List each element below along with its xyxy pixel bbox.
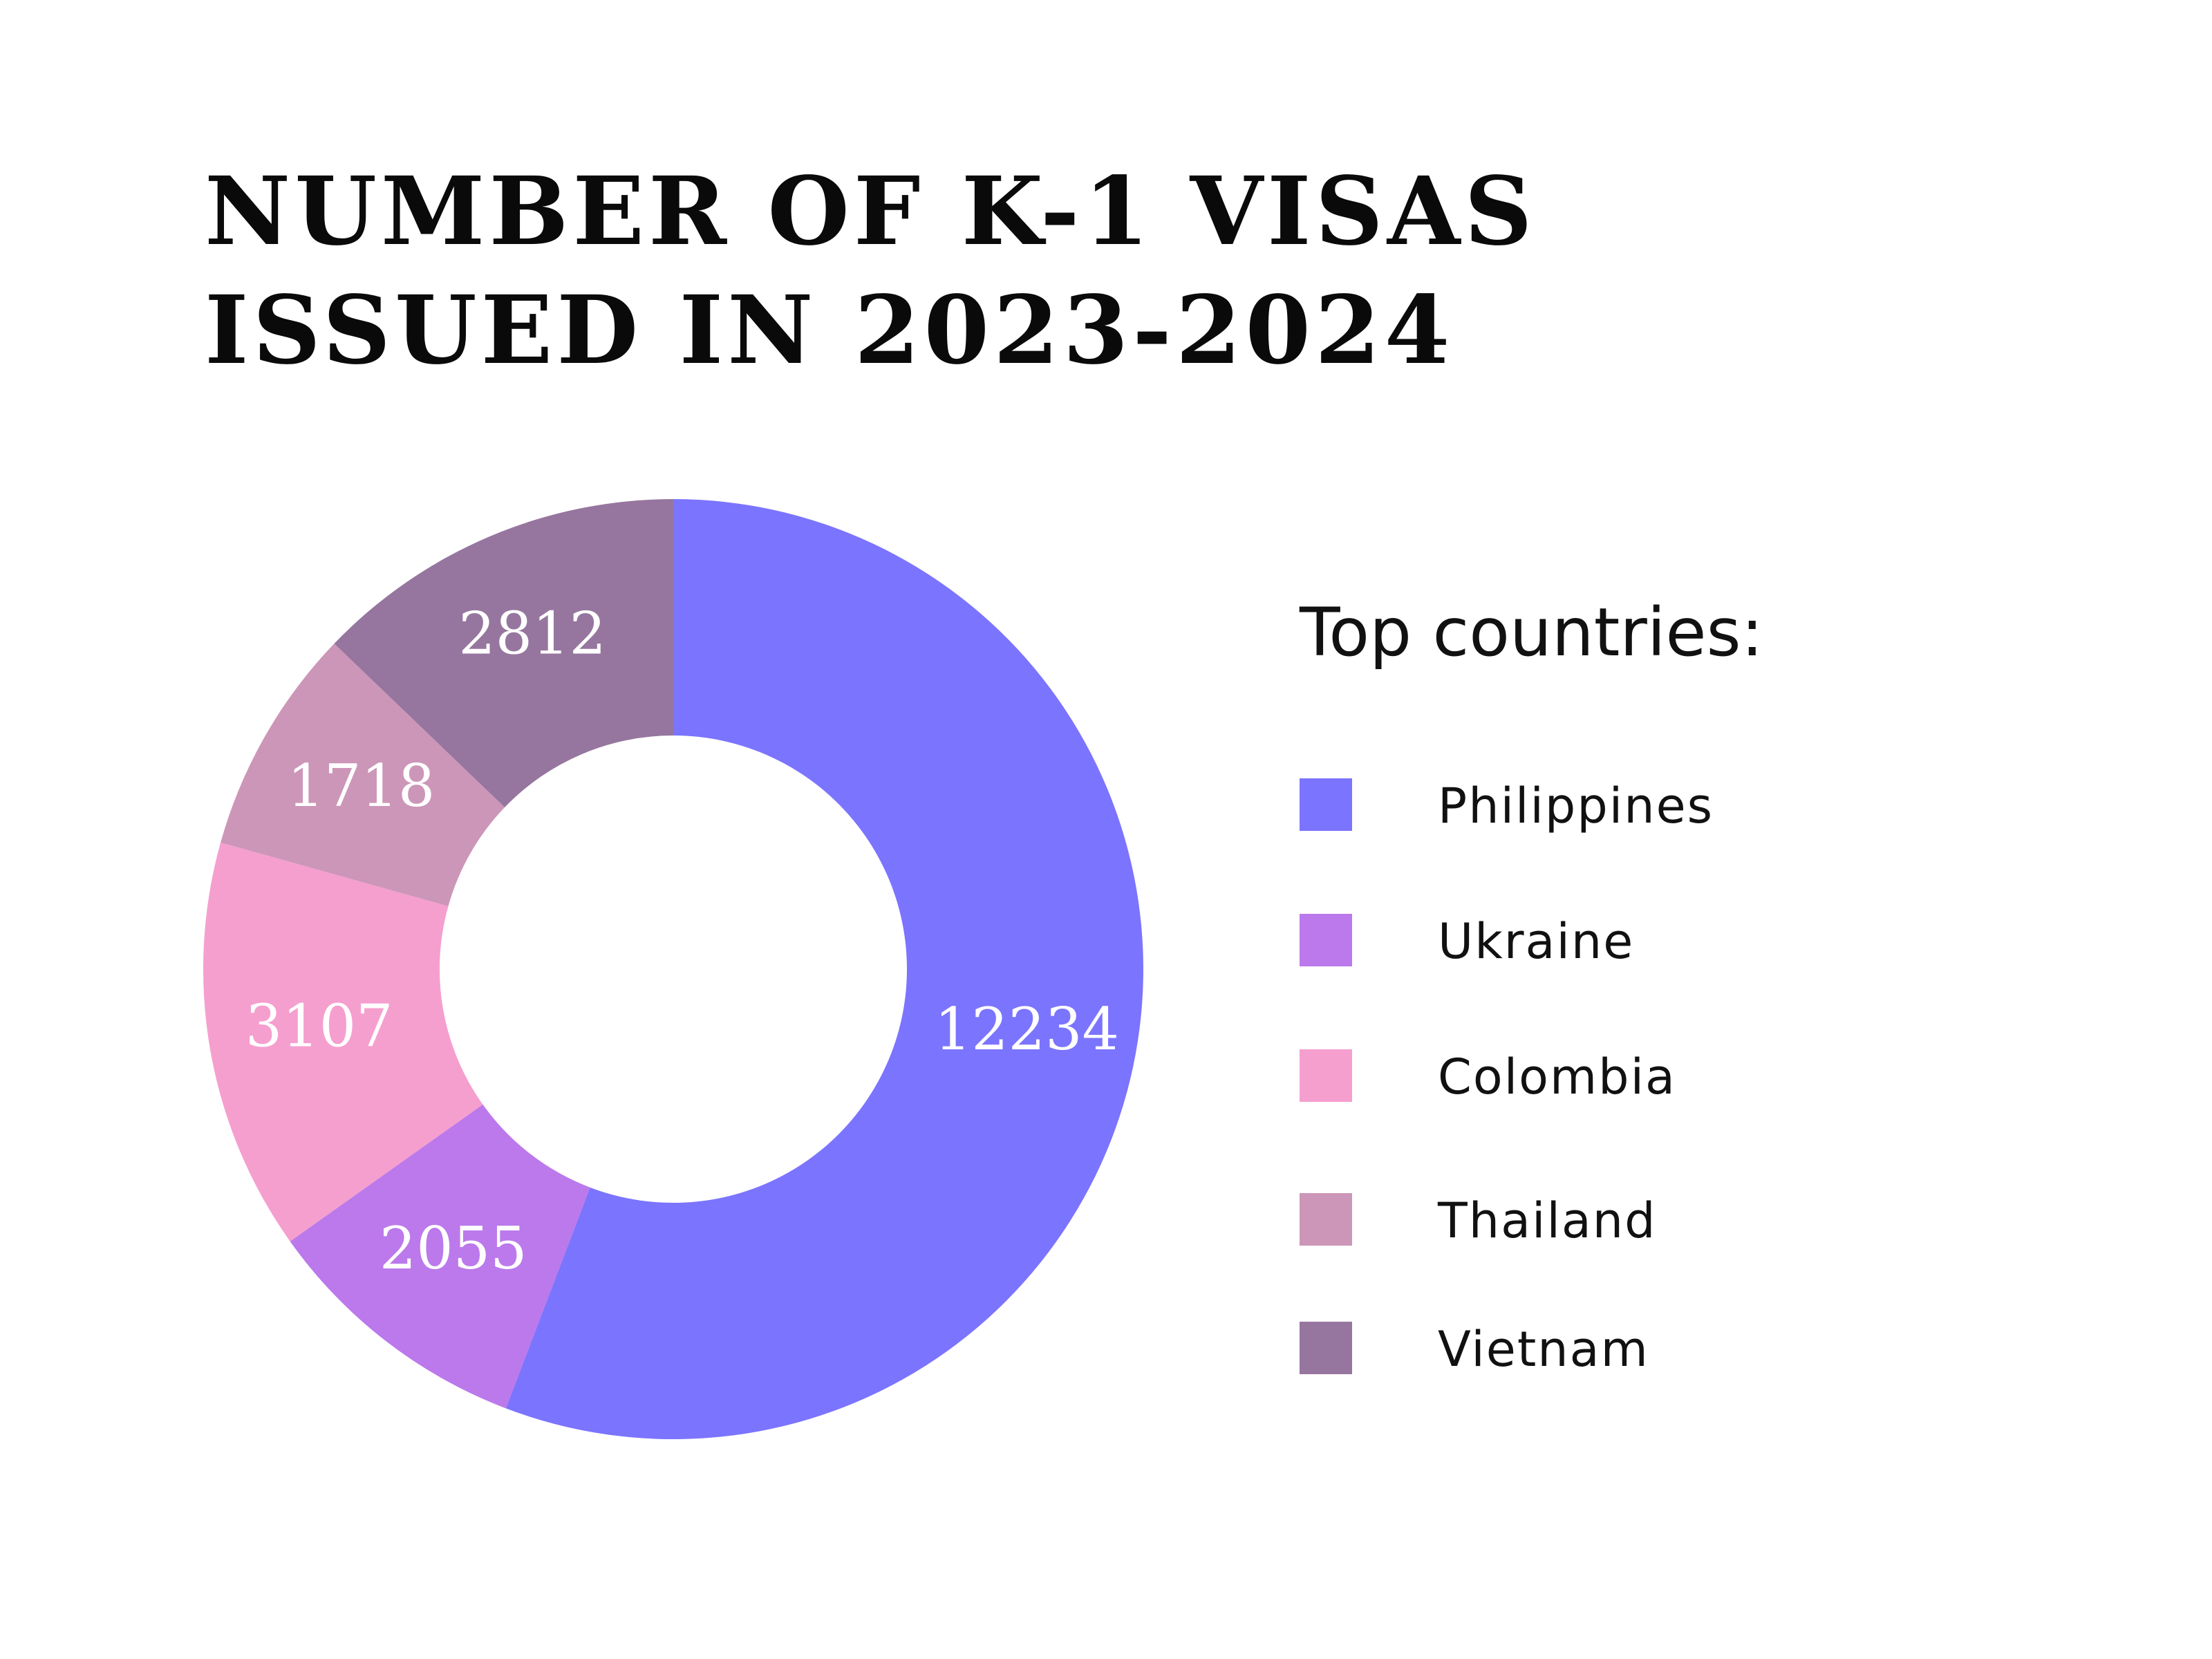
slice-label-thailand: 1718 xyxy=(288,752,435,820)
legend-item-colombia: Colombia xyxy=(1300,1049,1922,1105)
slice-label-philippines: 12234 xyxy=(935,995,1119,1063)
slice-colombia xyxy=(203,842,483,1241)
legend-item-ukraine: Ukraine xyxy=(1300,914,1922,969)
chart-title: NUMBER OF K-1 VISAS ISSUED IN 2023-2024 xyxy=(205,152,1537,390)
legend-label-ukraine: Ukraine xyxy=(1438,913,1635,970)
chart-title-line-1: NUMBER OF K-1 VISAS xyxy=(205,156,1537,267)
chart-title-line-2: ISSUED IN 2023-2024 xyxy=(205,275,1454,386)
legend-swatch-ukraine xyxy=(1300,914,1352,966)
slice-label-ukraine: 2055 xyxy=(379,1215,527,1282)
legend-swatch-colombia xyxy=(1300,1049,1352,1102)
legend-label-vietnam: Vietnam xyxy=(1438,1321,1649,1378)
slice-label-vietnam: 2812 xyxy=(458,600,606,668)
legend-item-philippines: Philippines xyxy=(1300,778,1922,834)
legend-label-philippines: Philippines xyxy=(1438,778,1714,834)
slice-vietnam xyxy=(334,499,673,807)
legend: Top countries: Philippines Ukraine Colom… xyxy=(1300,588,1763,1376)
legend-swatch-philippines xyxy=(1300,778,1352,831)
legend-item-thailand: Thailand xyxy=(1300,1193,1922,1248)
slice-thailand xyxy=(221,644,505,906)
legend-label-thailand: Thailand xyxy=(1438,1192,1657,1249)
legend-swatch-vietnam xyxy=(1300,1322,1352,1374)
legend-swatch-thailand xyxy=(1300,1193,1352,1246)
slice-philippines xyxy=(505,499,1143,1439)
slice-label-colombia: 3107 xyxy=(245,992,393,1060)
legend-title: Top countries: xyxy=(1300,594,1763,671)
legend-item-vietnam: Vietnam xyxy=(1300,1322,1922,1377)
legend-label-colombia: Colombia xyxy=(1438,1049,1676,1105)
slice-ukraine xyxy=(290,1104,590,1409)
